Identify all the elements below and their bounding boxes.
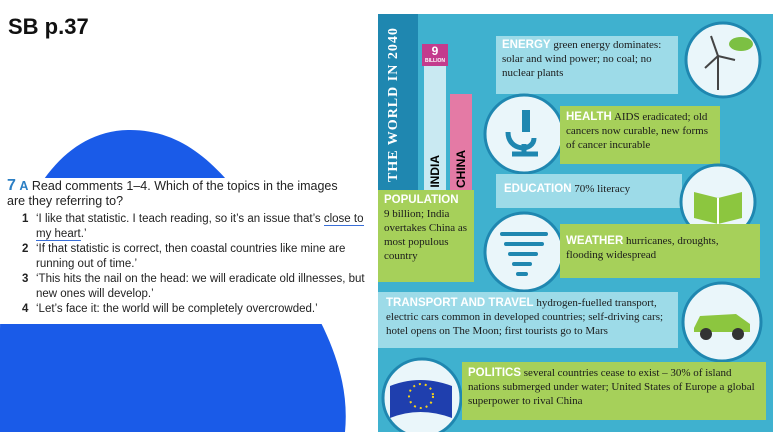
electric-car-icon (681, 281, 763, 363)
comments-list: 1 ‘I like that statistic. I teach readin… (22, 212, 372, 318)
microscope-icon (483, 93, 565, 175)
weather-card: WEATHER hurricanes, droughts, flooding w… (560, 224, 760, 278)
list-item: 2 ‘If that statistic is correct, then co… (22, 243, 346, 270)
exercise-instruction-block: 7 A Read comments 1–4. Which of the topi… (7, 178, 357, 209)
wind-turbine-icon (684, 21, 762, 99)
exercise-instruction: Read comments 1–4. Which of the topics i… (7, 179, 338, 208)
list-item: 3 ‘This hits the nail on the head: we wi… (22, 273, 365, 300)
book-icon (679, 163, 757, 241)
india-column: INDIA (424, 64, 446, 194)
tornado-icon (483, 211, 565, 293)
eu-flag-icon (381, 357, 463, 432)
poster-title: THE WORLD IN 2040 (378, 14, 418, 194)
nine-billion-badge: 9 BILLION (422, 44, 448, 66)
transport-card: TRANSPORT AND TRAVEL hydrogen-fuelled tr… (378, 292, 678, 348)
world-2040-infographic: THE WORLD IN 2040 INDIA CHINA 9 BILLION E… (378, 14, 773, 432)
population-card: POPULATION 9 billion; India overtakes Chi… (378, 190, 474, 282)
education-card: EDUCATION 70% literacy (496, 174, 682, 208)
health-card: HEALTH AIDS eradicated; old cancers now … (560, 106, 720, 164)
exercise-7a: 7 A Read comments 1–4. Which of the topi… (0, 178, 376, 324)
energy-card: ENERGY green energy dominates: solar and… (496, 36, 678, 94)
list-item: 1 ‘I like that statistic. I teach readin… (22, 213, 364, 241)
china-column: CHINA (450, 94, 472, 194)
underlined-phrase: close to my heart (36, 213, 364, 241)
list-item: 4 ‘Let’s face it: the world will be comp… (22, 303, 318, 315)
exercise-letter: A (19, 179, 29, 193)
politics-card: POLITICS several countries cease to exis… (462, 362, 766, 420)
exercise-number: 7 (7, 177, 16, 194)
page-label: SB p.37 (8, 14, 89, 39)
